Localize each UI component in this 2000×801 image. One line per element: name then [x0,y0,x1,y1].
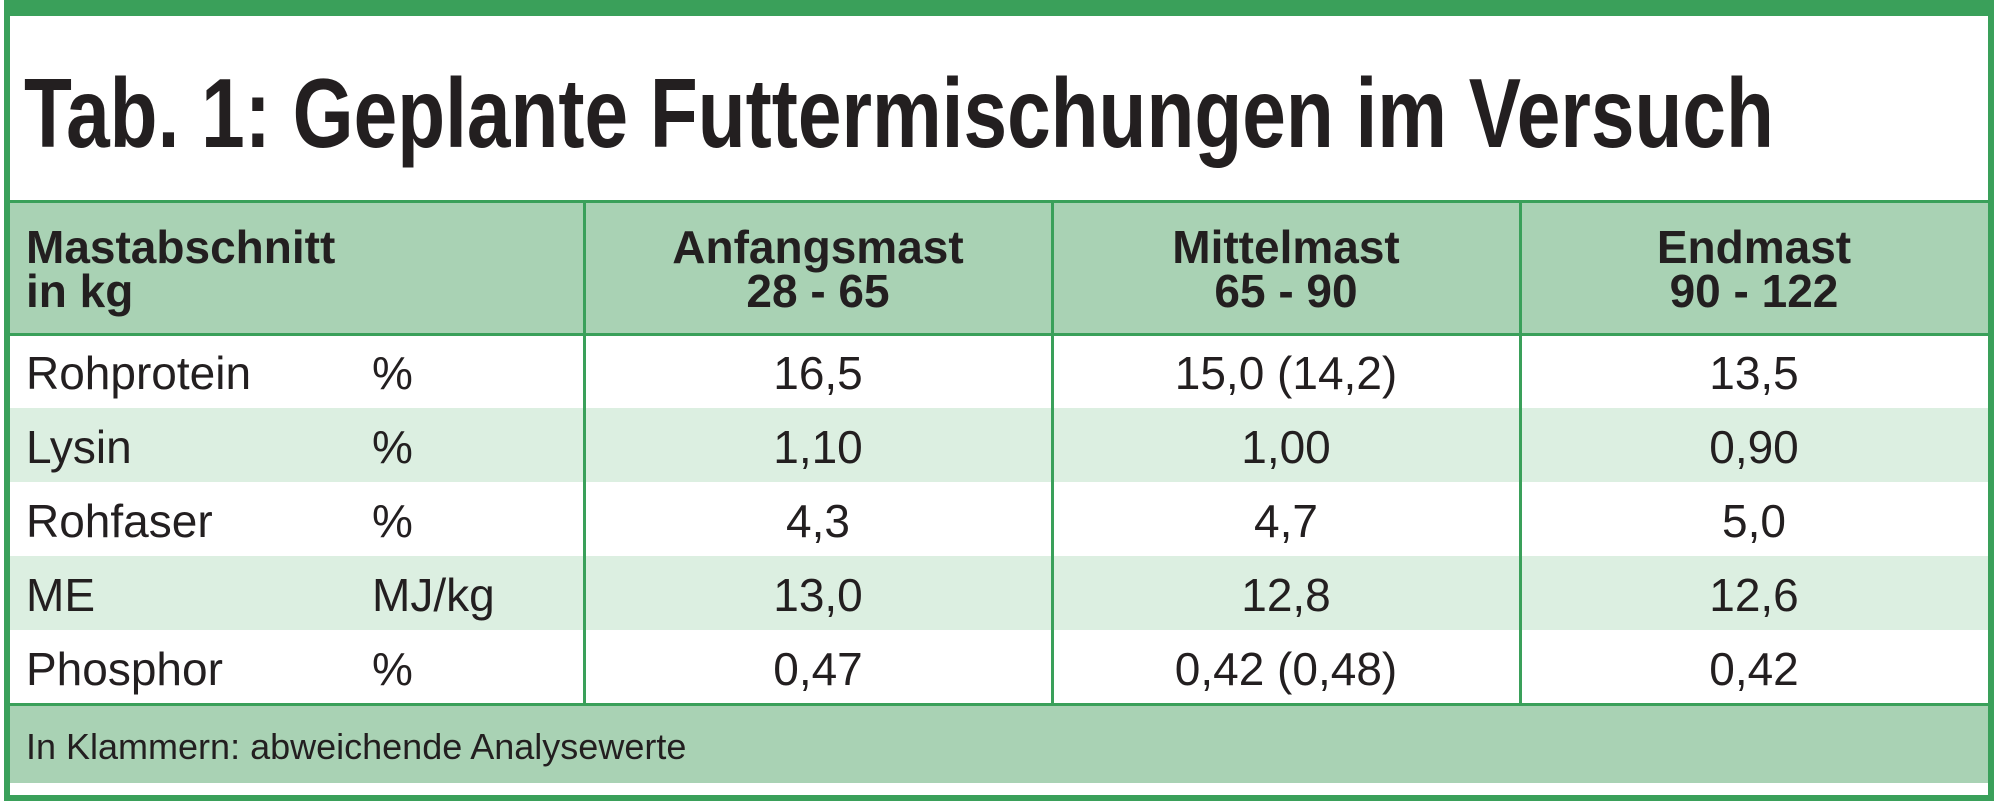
column-rule [1519,201,1522,704]
row-band [10,556,1988,630]
cell-value: 1,00 [1241,421,1331,473]
header-text: Mittelmast [1172,221,1400,273]
footer-band [10,704,1988,783]
cell-value: 4,7 [1254,495,1318,547]
row-unit: % [372,495,413,547]
cell-value: 16,5 [773,347,863,399]
row-label: Lysin [26,421,132,473]
row-label: Rohfaser [26,495,213,547]
row-label: ME [26,569,95,621]
row-unit: % [372,421,413,473]
cell-value: 15,0 (14,2) [1174,347,1398,399]
row-unit: MJ/kg [372,569,495,621]
row-label: Rohprotein [26,347,252,399]
header-text: in kg [26,265,134,317]
cell-value: 1,10 [773,421,863,473]
header-text: 28 - 65 [746,265,890,317]
header-text: 90 - 122 [1669,265,1839,317]
cell-value: 12,6 [1709,569,1799,621]
rule [10,200,1988,203]
footer-note: In Klammern: abweichende Analysewerte [26,726,687,767]
rule [10,333,1988,336]
cell-value: 0,42 (0,48) [1174,643,1398,695]
cell-value: 0,90 [1709,421,1799,473]
rule [10,703,1988,706]
row-unit: % [372,347,413,399]
cell-value: 13,0 [773,569,863,621]
cell-value: 13,5 [1709,347,1799,399]
cell-value: 5,0 [1722,495,1786,547]
cell-value: 12,8 [1241,569,1331,621]
table-title: Tab. 1: Geplante Futtermischungen im Ver… [24,58,1774,168]
header-text: 65 - 90 [1214,265,1358,317]
table-frame [4,0,1994,801]
header-text: Endmast [1656,221,1852,273]
header-text: Anfangsmast [672,221,964,273]
row-label: Phosphor [26,643,223,695]
header-band [10,201,1988,334]
row-band [10,408,1988,482]
cell-value: 0,47 [773,643,863,695]
cell-value: 4,3 [786,495,850,547]
column-rule [1051,201,1054,704]
cell-value: 0,42 [1709,643,1799,695]
column-rule [583,201,586,704]
header-text: Mastabschnitt [26,221,336,273]
row-unit: % [372,643,413,695]
